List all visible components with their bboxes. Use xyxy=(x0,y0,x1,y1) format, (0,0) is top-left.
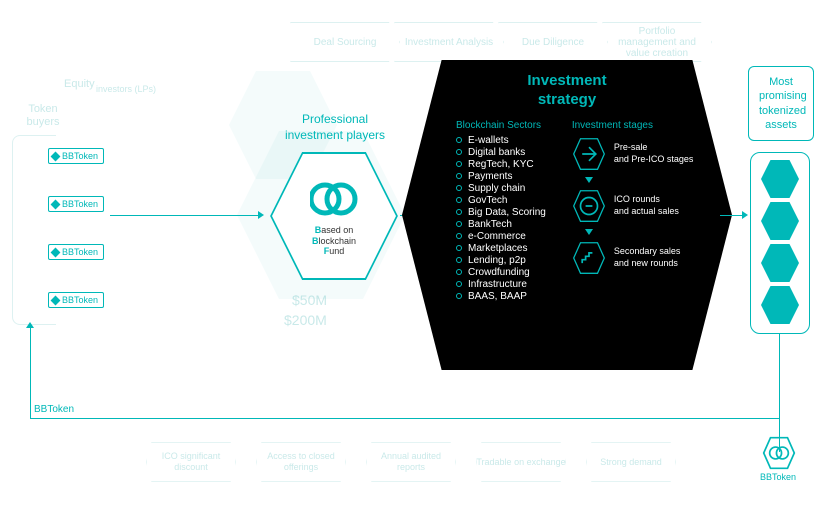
sectors-list: E-walletsDigital banksRegTech, KYCPaymen… xyxy=(456,135,546,302)
chevron-analysis: Investment Analysis xyxy=(394,22,504,62)
label-lps: investors (LPs) xyxy=(96,84,156,95)
bbtoken-badge: BBToken xyxy=(48,292,104,308)
feat-discount: ICO significant discount xyxy=(146,442,236,482)
feat-tradable: Tradable on exchange xyxy=(476,442,566,482)
assets-brace xyxy=(750,152,810,334)
investment-stage: ICO roundsand actual sales xyxy=(572,189,694,223)
stage-hex-icon xyxy=(572,241,606,275)
return-line-v2 xyxy=(30,326,31,418)
bbtoken-badge: BBToken xyxy=(48,244,104,260)
bbtoken-hex-icon xyxy=(762,436,796,470)
bbtoken-bottom-label: BBToken xyxy=(760,472,796,482)
sector-item: Digital banks xyxy=(456,147,546,158)
sector-item: RegTech, KYC xyxy=(456,159,546,170)
bbtoken-return-label: BBToken xyxy=(34,404,74,415)
process-chevrons: Deal Sourcing Investment Analysis Due Di… xyxy=(290,22,706,62)
arrow-head-up-icon xyxy=(26,322,34,328)
arrow-head-icon xyxy=(258,211,264,219)
label-token-buyers: Token buyers xyxy=(18,103,68,129)
stage-hex-icon xyxy=(572,137,606,171)
chevron-portfolio: Portfolio management and value creation xyxy=(602,22,712,62)
logo-line1: ased on xyxy=(321,225,353,235)
return-line-v1 xyxy=(779,334,780,452)
chevron-diligence: Due Diligence xyxy=(498,22,608,62)
label-equity: Equity xyxy=(64,78,95,91)
sector-item: BAAS, BAAP xyxy=(456,291,546,302)
sector-item: Lending, p2p xyxy=(456,255,546,266)
sector-item: Marketplaces xyxy=(456,243,546,254)
logo-line3: und xyxy=(329,246,344,256)
stage-arrow-icon xyxy=(585,177,593,183)
amount-50m: $50M xyxy=(292,292,327,309)
bb-logo-icon xyxy=(310,175,358,223)
sector-item: Infrastructure xyxy=(456,279,546,290)
feat-reports: Annual audited reports xyxy=(366,442,456,482)
sector-item: GovTech xyxy=(456,195,546,206)
strategy-title: Investmentstrategy xyxy=(402,72,732,110)
sector-item: Supply chain xyxy=(456,183,546,194)
logo-line2: lockchain xyxy=(318,236,356,246)
sector-item: E-wallets xyxy=(456,135,546,146)
label-professional-players: Professionalinvestment players xyxy=(270,112,400,143)
feat-demand: Strong demand xyxy=(586,442,676,482)
investment-strategy-card: Investmentstrategy Blockchain Sectors E-… xyxy=(402,60,732,370)
return-line-h xyxy=(30,418,780,419)
stage-hex-icon xyxy=(572,189,606,223)
sector-item: Payments xyxy=(456,171,546,182)
sector-item: Big Data, Scoring xyxy=(456,207,546,218)
sectors-heading: Blockchain Sectors xyxy=(456,120,546,131)
sector-item: e-Commerce xyxy=(456,231,546,242)
bbtoken-badge: BBToken xyxy=(48,148,104,164)
stages-heading: Investment stages xyxy=(572,120,694,131)
amount-200m: $200M xyxy=(284,312,327,329)
feat-access: Access to closed offerings xyxy=(256,442,346,482)
investment-stage: Secondary salesand new rounds xyxy=(572,241,694,275)
sector-item: Crowdfunding xyxy=(456,267,546,278)
chevron-sourcing: Deal Sourcing xyxy=(290,22,400,62)
sector-item: BankTech xyxy=(456,219,546,230)
arrow-to-assets xyxy=(720,215,744,216)
arrow-head-icon xyxy=(742,211,748,219)
assets-box: Most promising tokenized assets xyxy=(748,66,814,141)
investment-stage: Pre-saleand Pre-ICO stages xyxy=(572,137,694,171)
arrow-tokens-to-logo xyxy=(110,215,260,216)
bbtoken-badge: BBToken xyxy=(48,196,104,212)
stage-arrow-icon xyxy=(585,229,593,235)
